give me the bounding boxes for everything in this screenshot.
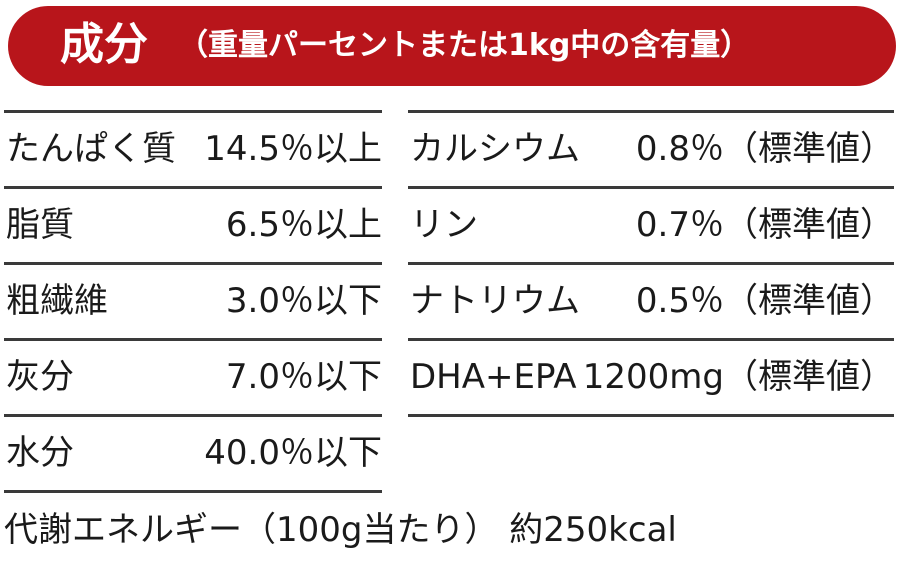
nutrient-value: 14.5％以上 [204, 129, 382, 169]
header-banner: 成分 （重量パーセントまたは1kg中の含有量） [8, 6, 896, 86]
nutrient-name: 水分 [6, 433, 74, 473]
nutrient-value: 6.5％以上 [225, 205, 382, 245]
nutrient-value: 40.0％以下 [204, 433, 382, 473]
table-row: ナトリウム 0.5％（標準値） [408, 262, 894, 338]
section-subtitle: （重量パーセントまたは1kg中の含有量） [178, 28, 751, 63]
nutrient-value: 7.0％以下 [225, 357, 382, 397]
nutrient-name: ナトリウム [410, 281, 580, 321]
nutrient-value: 1200mg（標準値） [582, 357, 894, 397]
nutrient-value: 0.7％（標準値） [635, 205, 894, 245]
metabolic-energy-note: 代謝エネルギー（100g当たり） 約250kcal [4, 510, 677, 550]
table-row: 灰分 7.0％以下 [4, 338, 382, 414]
table-row: 粗繊維 3.0％以下 [4, 262, 382, 338]
nutrient-value: 0.5％（標準値） [635, 281, 894, 321]
table-row: DHA+EPA 1200mg（標準値） [408, 338, 894, 417]
table-row: 水分 40.0％以下 [4, 414, 382, 493]
section-title: 成分 [60, 19, 148, 70]
nutrient-name: 脂質 [6, 205, 74, 245]
table-row: リン 0.7％（標準値） [408, 186, 894, 262]
nutrient-name: リン [410, 205, 478, 245]
nutrient-name: 灰分 [6, 357, 74, 397]
nutrient-name: たんぱく質 [6, 129, 176, 169]
nutrient-name: カルシウム [410, 129, 580, 169]
table-row: 脂質 6.5％以上 [4, 186, 382, 262]
nutrient-value: 3.0％以下 [225, 281, 382, 321]
nutrient-table-left: たんぱく質 14.5％以上 脂質 6.5％以上 粗繊維 3.0％以下 灰分 7.… [4, 110, 382, 493]
nutrient-name: DHA+EPA [410, 357, 577, 397]
nutrient-value: 0.8％（標準値） [635, 129, 894, 169]
nutrient-name: 粗繊維 [6, 281, 108, 321]
table-row: カルシウム 0.8％（標準値） [408, 110, 894, 186]
nutrient-table-right: カルシウム 0.8％（標準値） リン 0.7％（標準値） ナトリウム 0.5％（… [408, 110, 894, 417]
table-row: たんぱく質 14.5％以上 [4, 110, 382, 186]
